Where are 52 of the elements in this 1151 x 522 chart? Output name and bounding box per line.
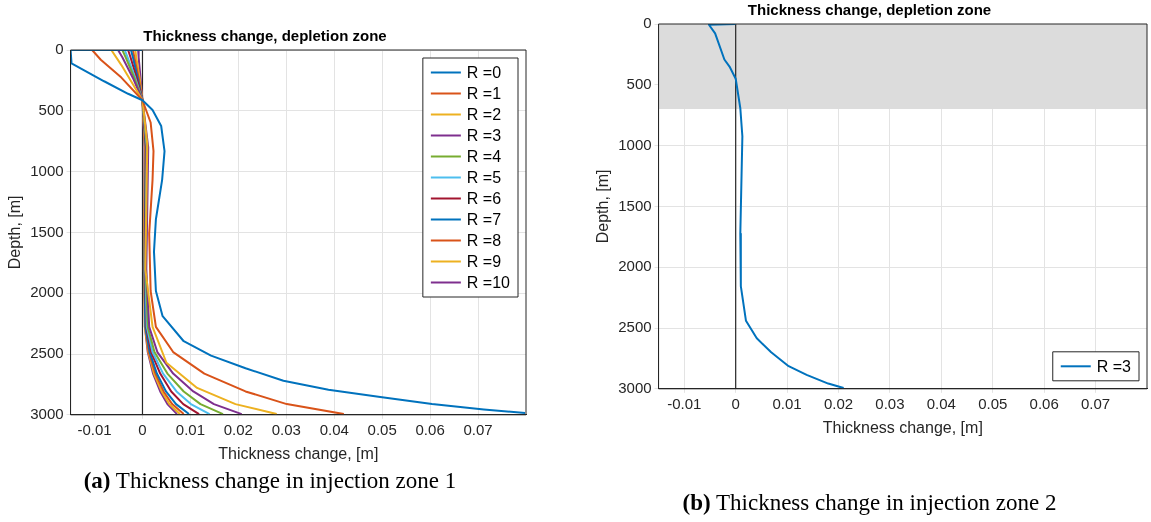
legend-label: R =0 — [466, 63, 502, 81]
text: (b) Thickness change in injection zone 2 — [682, 490, 1057, 515]
x-tick-label: 0.03 — [271, 420, 301, 438]
legend-label: R =9 — [466, 252, 502, 270]
x-tick-label: -0.01 — [77, 420, 112, 438]
x-tick-label: 0.02 — [223, 420, 253, 438]
y-tick-label: 2500 — [618, 318, 652, 336]
y-tick-label: 1000 — [618, 135, 652, 153]
x-tick-label: -0.01 — [667, 394, 702, 412]
y-tick-label: 2000 — [618, 257, 652, 275]
x-tick-label: 0.07 — [463, 420, 493, 438]
text: (a) Thickness change in injection zone 1 — [83, 468, 457, 493]
x-tick-label: 0.01 — [772, 394, 802, 412]
y-tick-label: 3000 — [30, 404, 64, 422]
legend-label: R =10 — [466, 273, 511, 291]
x-tick-label: 0.04 — [319, 420, 349, 438]
legend-label: R =4 — [466, 147, 502, 165]
x-tick-label: 0 — [138, 420, 147, 438]
x-tick-label: 0.03 — [875, 394, 905, 412]
y-tick-label: 0 — [643, 14, 652, 32]
x-tick-label: 0.06 — [1029, 394, 1059, 412]
y-axis-title: Depth, [m] — [594, 169, 612, 244]
y-tick-label: 1000 — [30, 161, 64, 179]
legend-label: R =2 — [466, 105, 502, 123]
legend-label: R =1 — [466, 84, 502, 102]
legend-label: R =8 — [466, 231, 502, 249]
chart-title: Thickness change, depletion zone — [747, 1, 992, 19]
y-axis-title: Depth, [m] — [6, 195, 24, 270]
x-tick-label: 0 — [731, 394, 740, 412]
x-axis-title: Thickness change, [m] — [822, 418, 983, 436]
chart-title: Thickness change, depletion zone — [143, 27, 387, 45]
x-tick-label: 0.01 — [175, 420, 206, 438]
y-tick-label: 0 — [55, 40, 64, 58]
y-tick-label: 1500 — [618, 196, 652, 214]
x-tick-label: 0.06 — [415, 420, 445, 438]
y-tick-label: 500 — [626, 74, 652, 92]
y-tick-label: 1500 — [30, 222, 64, 240]
x-tick-label: 0.05 — [978, 394, 1008, 412]
x-tick-label: 0.05 — [367, 420, 397, 438]
x-tick-label: 0.04 — [926, 394, 956, 412]
x-axis-title: Thickness change, [m] — [218, 444, 379, 462]
y-tick-label: 500 — [38, 100, 64, 118]
legend-label: R =5 — [466, 168, 502, 186]
legend-label: R =6 — [466, 189, 502, 207]
legend-label: R =3 — [1096, 357, 1132, 375]
legend-label: R =7 — [466, 210, 502, 228]
y-tick-label: 2500 — [30, 344, 64, 362]
x-tick-label: 0.02 — [823, 394, 854, 412]
y-tick-label: 3000 — [618, 378, 652, 396]
x-tick-label: 0.07 — [1080, 394, 1111, 412]
y-tick-label: 2000 — [30, 283, 64, 301]
legend-label: R =3 — [466, 126, 502, 144]
